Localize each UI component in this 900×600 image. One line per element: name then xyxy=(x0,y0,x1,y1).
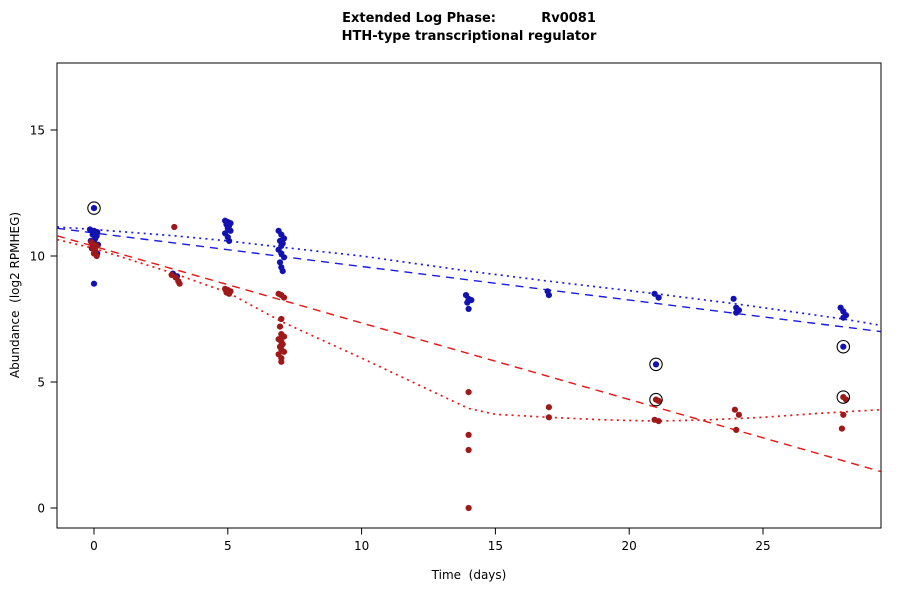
fit-line-blue-dotted-smooth-fit xyxy=(57,226,881,327)
x-axis-tick-label: 0 xyxy=(90,539,98,553)
chart-title-subtitle: HTH-type transcriptional regulator xyxy=(341,29,597,44)
data-point-red xyxy=(465,446,472,454)
data-point-red xyxy=(465,504,472,512)
outlier-marker-circle xyxy=(649,392,663,407)
data-point-blue xyxy=(90,280,98,287)
data-point-red xyxy=(731,406,739,413)
outlier-marker-circle xyxy=(836,390,851,404)
data-point-red xyxy=(465,431,472,438)
data-point-red xyxy=(176,280,183,287)
data-point-red xyxy=(545,404,553,411)
data-point-blue xyxy=(545,292,553,299)
data-point-red xyxy=(655,418,662,425)
y-axis-title: Abundance (log2 RPMHEG) xyxy=(8,211,22,379)
data-point-blue xyxy=(464,299,471,306)
outlier-marker-circle xyxy=(649,357,663,372)
data-point-red xyxy=(278,315,285,323)
data-point-blue xyxy=(279,268,286,275)
data-point-red xyxy=(226,290,233,297)
outlier-marker-circle xyxy=(836,339,851,354)
outlier-marker-circle xyxy=(87,201,101,215)
y-axis-tick-label: 10 xyxy=(30,250,45,264)
fit-line-red-dashed-linear-fit xyxy=(56,235,881,473)
y-axis-tick-label: 15 xyxy=(30,124,45,138)
x-axis-title: Time (days) xyxy=(431,568,507,582)
data-point-red xyxy=(465,389,472,396)
data-point-blue xyxy=(655,294,662,301)
data-point-blue xyxy=(730,295,737,302)
data-point-red xyxy=(545,414,553,421)
data-point-red xyxy=(280,333,288,340)
data-point-blue xyxy=(733,309,740,316)
data-point-blue xyxy=(227,227,234,234)
x-axis-tick-label: 15 xyxy=(488,539,503,553)
data-point-blue xyxy=(840,314,847,321)
data-point-red xyxy=(840,411,847,418)
data-point-red xyxy=(93,252,100,260)
data-point-blue xyxy=(651,290,658,297)
data-point-blue xyxy=(652,361,660,368)
y-axis-tick-label: 0 xyxy=(37,502,45,516)
data-point-red xyxy=(171,223,178,231)
data-point-red xyxy=(280,348,288,355)
data-point-blue xyxy=(840,343,847,350)
data-point-red xyxy=(278,358,285,365)
plot-border xyxy=(56,62,882,529)
x-axis-tick-label: 20 xyxy=(622,539,637,553)
data-point-blue xyxy=(90,205,98,212)
data-point-red xyxy=(276,323,284,330)
data-point-blue xyxy=(280,254,288,261)
y-axis-tick-label: 5 xyxy=(37,376,45,390)
data-point-red xyxy=(733,426,740,433)
chart-title: Extended Log Phase: Rv0081 HTH-type tran… xyxy=(57,10,881,46)
data-point-blue xyxy=(465,305,472,312)
fit-line-blue-dashed-linear-fit xyxy=(57,227,881,333)
data-point-red xyxy=(280,294,288,301)
data-point-red xyxy=(655,397,662,404)
fit-line-red-dotted-smooth-fit xyxy=(56,238,881,422)
x-axis-tick-label: 5 xyxy=(224,539,232,553)
data-point-red xyxy=(735,411,743,418)
data-point-blue xyxy=(276,259,284,266)
data-point-red xyxy=(838,425,846,432)
x-axis-tick-label: 25 xyxy=(755,539,770,553)
chart-title-main: Extended Log Phase: Rv0081 xyxy=(342,11,596,26)
data-point-blue xyxy=(226,237,233,244)
x-axis-tick-label: 10 xyxy=(354,539,369,553)
